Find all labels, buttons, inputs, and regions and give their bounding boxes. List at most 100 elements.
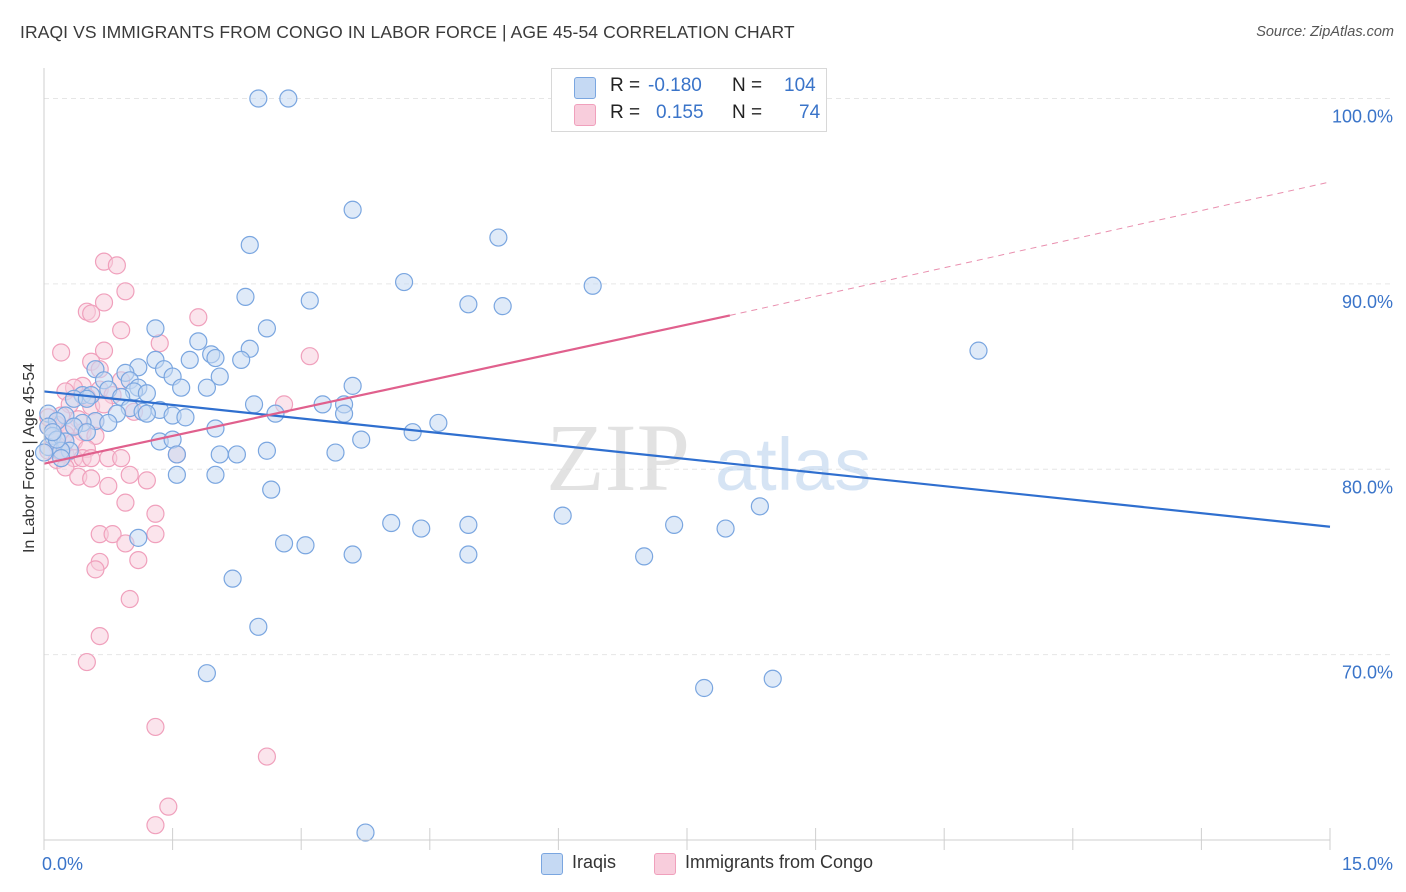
y-tick-label: 70.0% — [1342, 663, 1393, 683]
iraqis-point — [343, 200, 362, 219]
iraqis-point — [412, 519, 431, 538]
congo-point — [129, 550, 148, 570]
congo-point — [120, 465, 139, 484]
iraqis-point — [356, 823, 375, 842]
x-tick-label: 15.0% — [1342, 854, 1393, 874]
iraqis-point — [635, 547, 654, 566]
legend-swatch-congo — [574, 104, 596, 126]
iraqis-point — [227, 445, 246, 464]
iraqis-point — [232, 350, 251, 370]
iraqis-point — [43, 423, 62, 442]
congo-trend-line — [43, 314, 731, 465]
iraqis-point — [583, 276, 602, 295]
iraqis-point — [210, 445, 229, 464]
congo-point — [300, 347, 319, 366]
congo-trend-extension — [729, 181, 1331, 316]
legend-n-value-iraqis: 104 — [784, 75, 816, 96]
iraqis-point — [244, 395, 264, 414]
iraqis-point — [489, 228, 508, 247]
congo-point — [82, 304, 101, 323]
legend-swatch-iraqis — [541, 853, 563, 875]
congo-point — [137, 471, 156, 490]
iraqis-point — [99, 413, 118, 433]
iraqis-point — [969, 341, 988, 360]
congo-point — [107, 256, 126, 275]
congo-point — [120, 589, 139, 609]
stats-legend: R = -0.180 N = 104 R = 0.155 N = 74 — [551, 68, 827, 132]
congo-point — [90, 626, 109, 646]
congo-point — [146, 525, 165, 544]
iraqis-point — [394, 272, 414, 292]
legend-label-congo: Immigrants from Congo — [685, 852, 874, 872]
iraqis-point — [137, 404, 156, 423]
congo-point — [82, 469, 101, 488]
iraqis-point — [172, 378, 191, 397]
congo-point — [52, 343, 71, 362]
x-tick-label: 0.0% — [42, 854, 83, 874]
iraqis-point — [77, 389, 96, 408]
congo-point — [146, 816, 165, 835]
iraqis-point — [695, 678, 714, 698]
legend-r-value-congo: 0.155 — [656, 102, 704, 123]
y-tick-label: 90.0% — [1342, 292, 1393, 312]
trend-lines — [43, 181, 1331, 528]
legend-r-label: R = — [610, 75, 641, 96]
iraqis-point — [459, 545, 478, 564]
legend-r-value-iraqis: -0.180 — [648, 75, 702, 96]
source-label: Source: ZipAtlas.com — [1256, 24, 1394, 40]
iraqis-point — [240, 235, 259, 255]
iraqis-point — [493, 297, 512, 316]
congo-point — [86, 560, 105, 579]
iraqis-point — [326, 443, 345, 462]
legend-n-label: N = — [732, 75, 763, 96]
iraqis-point — [553, 506, 572, 525]
iraqis-point — [206, 465, 225, 484]
congo-point — [116, 282, 135, 301]
iraqis-point — [750, 497, 769, 516]
iraqis-trend-line — [43, 390, 1331, 528]
iraqis-point — [249, 89, 268, 108]
iraqis-point — [279, 89, 298, 108]
congo-point — [99, 476, 118, 496]
legend-swatch-iraqis — [574, 77, 596, 99]
iraqis-point — [262, 480, 281, 499]
iraqis-point — [167, 465, 186, 484]
data-points — [34, 89, 988, 842]
iraqis-point — [274, 534, 294, 553]
iraqis-point — [334, 404, 354, 423]
iraqis-point — [343, 545, 362, 564]
iraqis-point — [382, 513, 401, 533]
iraqis-point — [206, 348, 225, 368]
iraqis-point — [197, 378, 216, 397]
congo-point — [77, 652, 96, 672]
iraqis-point — [180, 350, 199, 370]
congo-point — [146, 504, 165, 523]
iraqis-point — [77, 423, 96, 442]
gridlines — [44, 98, 1392, 656]
iraqis-point — [129, 528, 148, 547]
iraqis-point — [300, 291, 319, 310]
iraqis-point — [257, 319, 277, 338]
congo-point — [257, 747, 277, 766]
iraqis-point — [296, 536, 315, 555]
legend-swatch-congo — [654, 853, 676, 875]
iraqis-point — [763, 669, 782, 688]
legend-n-label: N = — [732, 102, 763, 123]
iraqis-point — [137, 384, 156, 403]
congo-point — [94, 341, 114, 360]
y-tick-label: 80.0% — [1342, 477, 1393, 497]
iraqis-point — [236, 287, 255, 306]
iraqis-point — [257, 441, 277, 460]
iraqis-point — [403, 423, 422, 442]
congo-point — [159, 797, 178, 816]
iraqis-point — [429, 413, 448, 433]
iraqis-point — [716, 519, 735, 538]
iraqis-point — [197, 664, 216, 683]
congo-point — [189, 308, 208, 327]
iraqis-point — [189, 332, 208, 351]
congo-point — [116, 493, 135, 512]
iraqis-point — [146, 319, 165, 338]
legend-n-value-congo: 74 — [799, 102, 821, 123]
tick-labels: 70.0% 80.0% 90.0% 100.0% 0.0% 15.0% — [42, 107, 1393, 874]
